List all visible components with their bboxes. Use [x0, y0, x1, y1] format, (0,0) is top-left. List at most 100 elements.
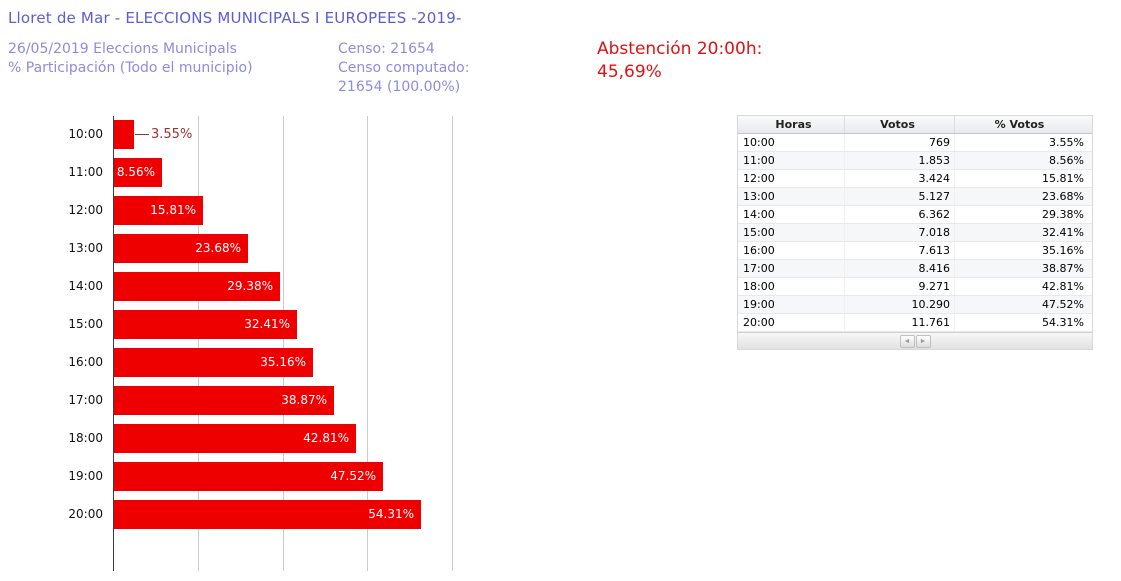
bar-value-label: 54.31%: [368, 507, 414, 521]
abstencion-label: Abstención 20:00h:: [597, 39, 763, 59]
hour-tick-label: 18:00: [68, 431, 103, 445]
table-cell: 14:00: [738, 206, 845, 223]
election-subtitle: 26/05/2019 Eleccions Municipals % Partic…: [8, 40, 253, 78]
chart-gridline: [283, 116, 284, 571]
election-date-line: 26/05/2019 Eleccions Municipals: [8, 41, 237, 57]
table-row[interactable]: 10:00 769 3.55%: [738, 134, 1092, 152]
chart-gridline: [367, 116, 368, 571]
table-cell: 15.81%: [1042, 172, 1084, 185]
hour-tick-label: 14:00: [68, 279, 103, 293]
table-cell: 12:00: [738, 170, 845, 187]
bar-value-label: 47.52%: [330, 469, 376, 483]
table-row[interactable]: 11:00 1.853 8.56%: [738, 152, 1092, 170]
table-body: 10:00 769 3.55% 11:00 1.853 8.56% 12:00 3.424 15…: [738, 134, 1092, 332]
table-cell: 7.613: [845, 242, 955, 259]
table-row[interactable]: 19:00 10.290 47.52%: [738, 296, 1092, 314]
table-row[interactable]: 13:00 5.127 23.68%: [738, 188, 1092, 206]
chart-bar-row: 14:00 29.38%: [0, 272, 740, 301]
participation-bar[interactable]: 32.41%: [114, 310, 297, 339]
censo-computado-value: 21654 (100.00%): [338, 79, 461, 95]
table-cell: 20:00: [738, 314, 845, 331]
censo-block: Censo: 21654 Censo computado: 21654 (100…: [338, 40, 469, 97]
participation-bar[interactable]: [114, 120, 134, 149]
table-cell: 5.127: [845, 188, 955, 205]
table-cell: 8.416: [845, 260, 955, 277]
table-cell: 8.56%: [1049, 154, 1084, 167]
table-cell: 19:00: [738, 296, 845, 313]
bar-value-label: 3.55%: [151, 127, 193, 142]
y-axis-line: [113, 116, 114, 571]
participation-bar[interactable]: 29.38%: [114, 272, 280, 301]
participation-bar[interactable]: 42.81%: [114, 424, 356, 453]
chart-bar-row: 17:00 38.87%: [0, 386, 740, 415]
hour-tick-label: 20:00: [68, 507, 103, 521]
column-header[interactable]: Votos: [845, 116, 955, 133]
table-cell: 15:00: [738, 224, 845, 241]
participation-scope-line: % Participación (Todo el municipio): [8, 60, 253, 76]
bar-value-label: 38.87%: [281, 393, 327, 407]
table-cell: 9.271: [845, 278, 955, 295]
participation-bar[interactable]: 15.81%: [114, 196, 203, 225]
table-header-row: Horas Votos % Votos: [738, 116, 1092, 134]
hour-tick-label: 16:00: [68, 355, 103, 369]
column-header[interactable]: % Votos: [994, 118, 1045, 131]
hour-tick-label: 17:00: [68, 393, 103, 407]
table-row[interactable]: 17:00 8.416 38.87%: [738, 260, 1092, 278]
table-cell: 769: [845, 134, 955, 151]
table-pagination: ◄ ►: [738, 332, 1092, 349]
table-row[interactable]: 20:00 11.761 54.31%: [738, 314, 1092, 332]
chart-bar-row: 15:00 32.41%: [0, 310, 740, 339]
participation-bar[interactable]: 23.68%: [114, 234, 248, 263]
table-cell: 38.87%: [1042, 262, 1084, 275]
bar-value-label: 29.38%: [227, 279, 273, 293]
table-cell: 3.424: [845, 170, 955, 187]
hour-tick-label: 13:00: [68, 241, 103, 255]
table-row[interactable]: 16:00 7.613 35.16%: [738, 242, 1092, 260]
table-row[interactable]: 15:00 7.018 32.41%: [738, 224, 1092, 242]
table-cell: 42.81%: [1042, 280, 1084, 293]
hour-tick-label: 12:00: [68, 203, 103, 217]
chart-bar-row: 19:00 47.52%: [0, 462, 740, 491]
participation-bar[interactable]: 8.56%: [114, 158, 162, 187]
bar-value-label: 15.81%: [150, 203, 196, 217]
table-cell: 29.38%: [1042, 208, 1084, 221]
censo-computado-label: Censo computado:: [338, 60, 470, 76]
chart-gridline: [452, 116, 453, 571]
table-cell: 32.41%: [1042, 226, 1084, 239]
chart-bar-row: 12:00 15.81%: [0, 196, 740, 225]
hour-tick-label: 19:00: [68, 469, 103, 483]
table-cell: 6.362: [845, 206, 955, 223]
next-page-button[interactable]: ►: [915, 334, 931, 348]
hour-tick-label: 11:00: [68, 165, 103, 179]
table-cell: 13:00: [738, 188, 845, 205]
bar-value-label: 35.16%: [260, 355, 306, 369]
chart-bar-row: 20:00 54.31%: [0, 500, 740, 529]
prev-page-button[interactable]: ◄: [899, 334, 915, 348]
table-cell: 17:00: [738, 260, 845, 277]
participation-bar[interactable]: 47.52%: [114, 462, 383, 491]
table-cell: 11:00: [738, 152, 845, 169]
chart-bar-row: 16:00 35.16%: [0, 348, 740, 377]
participation-bar[interactable]: 35.16%: [114, 348, 313, 377]
table-cell: 10:00: [738, 134, 845, 151]
table-row[interactable]: 12:00 3.424 15.81%: [738, 170, 1092, 188]
participation-bar[interactable]: 54.31%: [114, 500, 421, 529]
table-cell: 3.55%: [1049, 136, 1084, 149]
column-header[interactable]: Horas: [738, 116, 845, 133]
bar-value-label: 32.41%: [244, 317, 290, 331]
table-row[interactable]: 18:00 9.271 42.81%: [738, 278, 1092, 296]
chart-bar-row: 10:00 3.55%: [0, 120, 740, 149]
table-row[interactable]: 14:00 6.362 29.38%: [738, 206, 1092, 224]
participation-bar[interactable]: 38.87%: [114, 386, 334, 415]
table-cell: 1.853: [845, 152, 955, 169]
table-cell: 10.290: [845, 296, 955, 313]
bar-callout-line: [135, 134, 149, 135]
table-cell: 54.31%: [1042, 316, 1084, 329]
table-cell: 16:00: [738, 242, 845, 259]
table-cell: 47.52%: [1042, 298, 1084, 311]
hour-tick-label: 10:00: [68, 127, 103, 141]
bar-value-label: 8.56%: [116, 165, 155, 179]
page-title: Lloret de Mar - ELECCIONS MUNICIPALS I E…: [8, 9, 462, 27]
chart-gridline: [198, 116, 199, 571]
votes-table: Horas Votos % Votos 10:00 769 3.55% 11:00 1.85…: [737, 115, 1093, 350]
